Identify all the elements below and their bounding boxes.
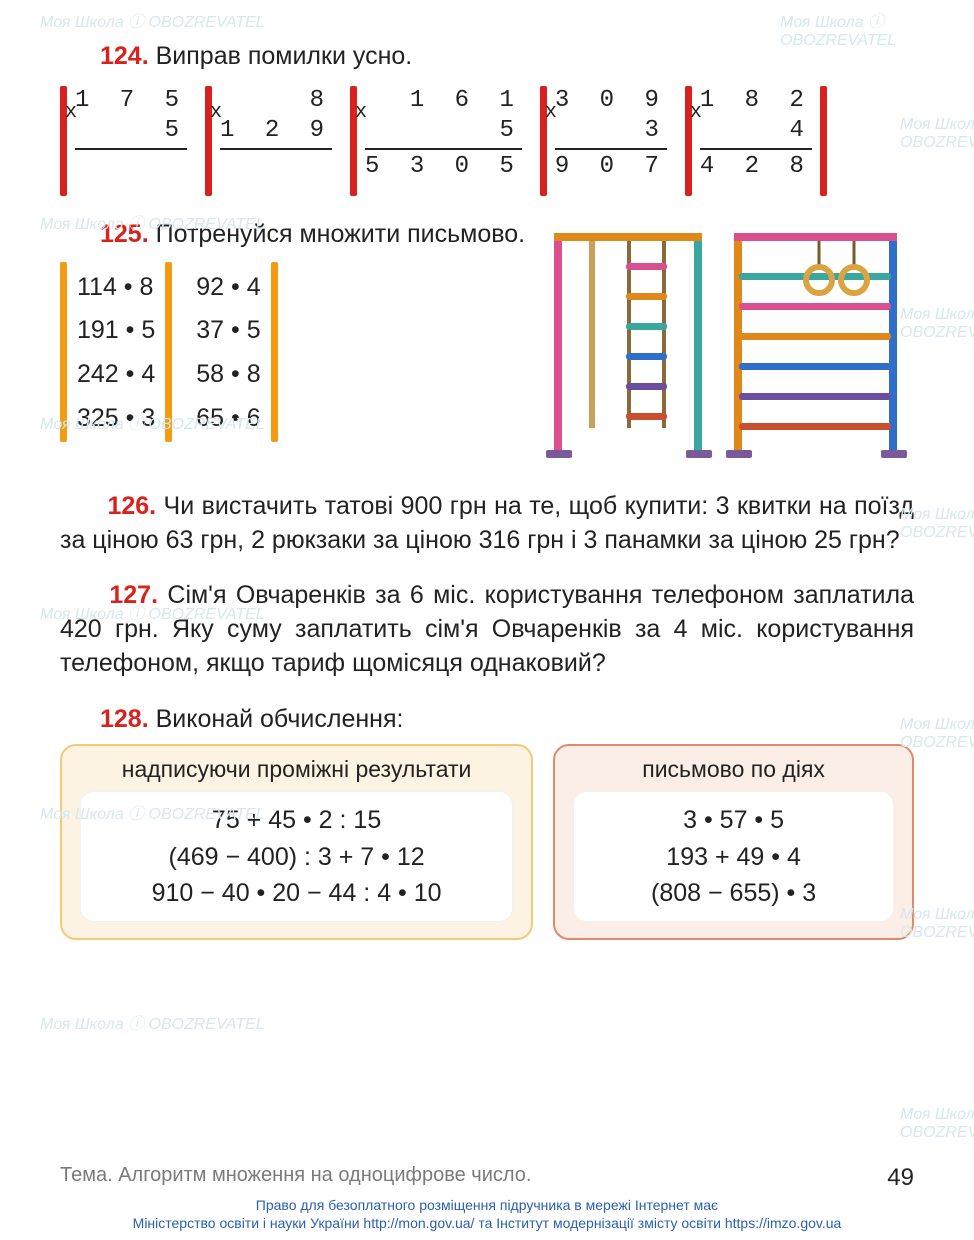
- topic-label: Тема.: [60, 1164, 113, 1186]
- vertical-bar: [165, 262, 172, 442]
- gym-illustration: [534, 218, 914, 468]
- calc-line: 193 + 49 • 4: [582, 839, 885, 875]
- ex128-left-box: надписуючи проміжні результати 75 + 45 •…: [60, 744, 533, 940]
- ex124-problems-row: х1 7 55 х81 2 9 х1 6 155 3 0 5х3 0 939 0…: [60, 86, 914, 196]
- list-item: 114 • 8: [77, 266, 155, 310]
- ex128-right-box: письмово по діях 3 • 57 • 5193 + 49 • 4(…: [553, 744, 914, 940]
- topic-text: Алгоритм множення на одноцифрове число.: [118, 1164, 531, 1186]
- copyright-notice: Право для безоплатного розміщення підруч…: [0, 1197, 974, 1232]
- mult-problem: х1 8 244 2 8: [685, 86, 827, 196]
- ex124-heading: 124. Виправ помилки усно.: [60, 40, 914, 74]
- watermark: Моя Школа ⓘ OBOZREVATEL: [40, 1010, 265, 1034]
- exercise-126: 126. Чи вистачить татові 900 грн на те, …: [60, 490, 914, 558]
- ex125-col2-block: 92 • 437 • 558 • 865 • 6: [186, 262, 277, 445]
- vertical-bar: [60, 262, 67, 442]
- calc-line: 75 + 45 • 2 : 15: [89, 802, 504, 838]
- list-item: 242 • 4: [77, 353, 155, 397]
- ex126-text: Чи вистачить татові 900 грн на те, щоб к…: [60, 492, 914, 554]
- mult-column: х1 8 244 2 8: [692, 86, 820, 196]
- mult-problem: х1 7 55: [60, 86, 195, 196]
- ex128-left-header: надписуючи проміжні результати: [80, 756, 513, 783]
- exercise-127: 127. Сім'я Овчаренків за 6 міс. користув…: [60, 579, 914, 680]
- mult-column: х3 0 939 0 7: [547, 86, 675, 196]
- list-item: 65 • 6: [196, 397, 260, 441]
- ex128-right-lines: 3 • 57 • 5193 + 49 • 4(808 − 655) • 3: [573, 791, 894, 922]
- vertical-bar: [820, 86, 827, 196]
- watermark: Моя Школа ⓘ OBOZREVATEL: [900, 1100, 974, 1142]
- ex128-number: 128.: [100, 705, 149, 733]
- mult-column: х1 7 55: [67, 86, 195, 196]
- ex124-number: 124.: [100, 42, 149, 70]
- calc-line: 910 − 40 • 20 − 44 : 4 • 10: [89, 875, 504, 911]
- ex128-heading: 128. Виконай обчислення:: [60, 703, 914, 737]
- ex127-text: Сім'я Овчаренків за 6 міс. користування …: [60, 581, 914, 677]
- exercise-124: 124. Виправ помилки усно. х1 7 55 х81 2 …: [60, 40, 914, 196]
- page-number: 49: [887, 1164, 914, 1192]
- ex125-number: 125.: [100, 220, 149, 248]
- ex125-col2: 92 • 437 • 558 • 865 • 6: [186, 262, 270, 445]
- list-item: 37 • 5: [196, 309, 260, 353]
- mult-column: х1 6 155 3 0 5: [357, 86, 530, 196]
- exercise-125: 125. Потренуйся множити письмово. 114 • …: [60, 218, 914, 468]
- mult-problem: х81 2 9: [205, 86, 340, 196]
- list-item: 191 • 5: [77, 309, 155, 353]
- ex125-col1: 114 • 8191 • 5242 • 4325 • 3: [67, 262, 165, 445]
- list-item: 58 • 8: [196, 353, 260, 397]
- page-footer: Тема. Алгоритм множення на одноцифрове ч…: [60, 1164, 914, 1192]
- ex126-para: 126. Чи вистачить татові 900 грн на те, …: [60, 490, 914, 558]
- ex127-para: 127. Сім'я Овчаренків за 6 міс. користув…: [60, 579, 914, 680]
- vertical-bar: [271, 262, 278, 442]
- calc-line: (808 − 655) • 3: [582, 875, 885, 911]
- mult-problem: х1 6 155 3 0 5: [350, 86, 530, 196]
- copyright-line2: Міністерство освіти і науки України http…: [0, 1215, 974, 1233]
- ex128-right-header: письмово по діях: [573, 756, 894, 783]
- ex126-number: 126.: [107, 492, 156, 520]
- ex125-text: Потренуйся множити письмово.: [156, 220, 525, 248]
- ex125-columns: 114 • 8191 • 5242 • 4325 • 3 92 • 437 • …: [60, 262, 534, 445]
- ex124-text: Виправ помилки усно.: [156, 42, 413, 70]
- calc-line: 3 • 57 • 5: [582, 802, 885, 838]
- mult-problem: х3 0 939 0 7: [540, 86, 675, 196]
- copyright-line1: Право для безоплатного розміщення підруч…: [0, 1197, 974, 1215]
- ex125-heading: 125. Потренуйся множити письмово.: [60, 218, 534, 252]
- footer-topic: Тема. Алгоритм множення на одноцифрове ч…: [60, 1164, 531, 1192]
- ex127-number: 127.: [109, 581, 158, 609]
- ex125-col1-block: 114 • 8191 • 5242 • 4325 • 3: [60, 262, 172, 445]
- ex128-text: Виконай обчислення:: [156, 705, 404, 733]
- mult-column: х81 2 9: [212, 86, 340, 196]
- list-item: 92 • 4: [196, 266, 260, 310]
- watermark: Моя Школа ⓘ OBOZREVATEL: [40, 8, 265, 32]
- ex128-left-lines: 75 + 45 • 2 : 15(469 − 400) : 3 + 7 • 12…: [80, 791, 513, 922]
- calc-line: (469 − 400) : 3 + 7 • 12: [89, 839, 504, 875]
- ex128-boxes: надписуючи проміжні результати 75 + 45 •…: [60, 744, 914, 940]
- exercise-128: 128. Виконай обчислення: надписуючи пром…: [60, 703, 914, 941]
- list-item: 325 • 3: [77, 397, 155, 441]
